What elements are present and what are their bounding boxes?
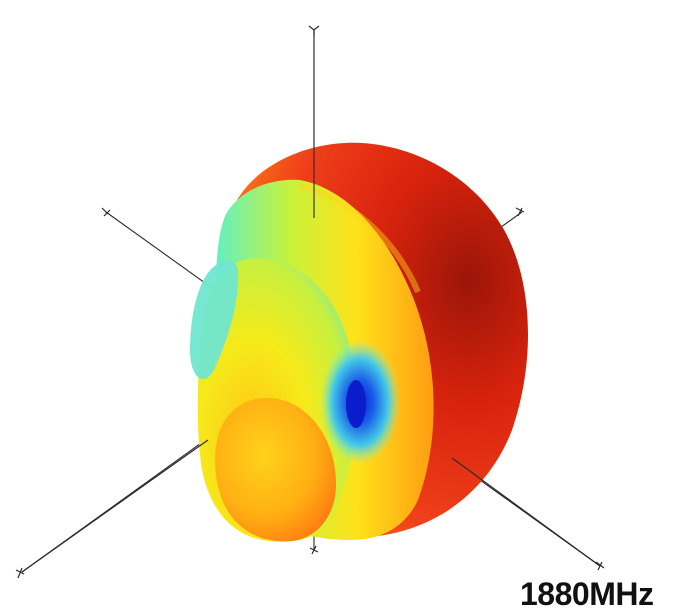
- axis-y-front: [21, 439, 209, 573]
- axis-x-front: [451, 457, 601, 567]
- frequency-label: 1880MHz: [520, 576, 654, 612]
- back-lobe-cyan: [190, 260, 239, 380]
- radiation-lobe: [190, 142, 528, 542]
- axis-z-bottom-marker: [309, 545, 319, 555]
- pattern-null-core: [346, 380, 366, 428]
- axes-front: [21, 30, 601, 573]
- axis-x-left-marker: [101, 207, 111, 217]
- axis-y-right-marker: [515, 207, 525, 217]
- axis-y-left-marker: [15, 567, 25, 579]
- lobe-shading: [299, 183, 421, 294]
- bottom-lobe: [215, 397, 336, 542]
